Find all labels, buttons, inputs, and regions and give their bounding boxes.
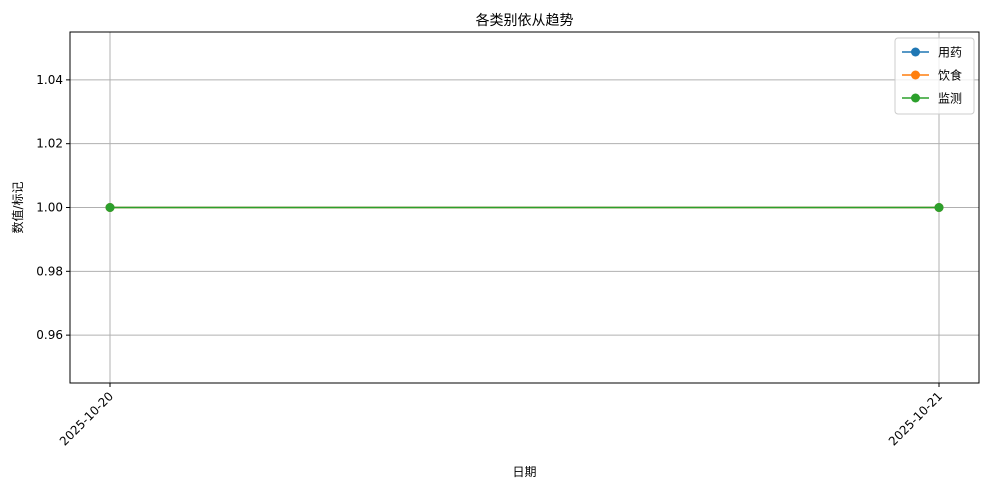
series-point-2-0 (105, 203, 115, 212)
series-group (105, 203, 944, 212)
x-axis: 2025-10-20 2025-10-21 (57, 383, 945, 448)
y-tick-label: 0.98 (36, 264, 63, 278)
x-axis-label: 日期 (512, 465, 536, 479)
y-axis: 0.96 0.98 1.00 1.02 1.04 (36, 73, 70, 342)
x-tick-label: 2025-10-20 (57, 389, 116, 448)
y-tick-label: 1.00 (36, 201, 63, 215)
legend-marker-2 (911, 93, 920, 103)
series-point-2-1 (934, 203, 944, 212)
chart-title: 各类别依从趋势 (476, 13, 574, 29)
legend-label-2: 监测 (938, 92, 962, 106)
legend-box (894, 37, 975, 115)
y-tick-label: 0.96 (36, 328, 63, 342)
y-axis-label: 数值/标记 (10, 181, 25, 233)
y-tick-label: 1.04 (36, 73, 63, 87)
legend-marker-0 (911, 47, 920, 57)
legend-label-0: 用药 (938, 46, 962, 60)
legend-marker-1 (911, 70, 920, 80)
x-tick-label: 2025-10-21 (886, 389, 945, 448)
legend-label-1: 饮食 (938, 68, 962, 83)
y-tick-label: 1.02 (36, 137, 63, 151)
